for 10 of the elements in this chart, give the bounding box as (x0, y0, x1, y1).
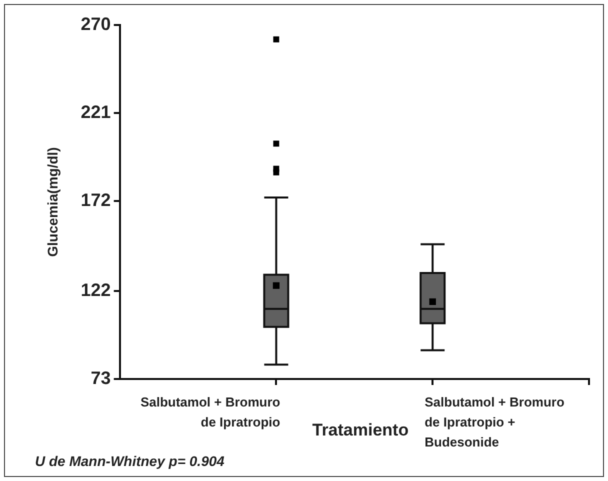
text: U de Mann-Whitney p= 0.904 (35, 453, 224, 469)
y-tick-label: 172 (80, 190, 111, 210)
y-axis-title: Glucemia(mg/dl) (44, 147, 60, 257)
x-axis-title: Tratamiento (312, 420, 409, 440)
x-tick-label: Salbutamol + Bromuro de Ipratropio (140, 394, 280, 430)
y-tick-label: 122 (80, 280, 111, 300)
x-tick-label: Salbutamol + Bromuro de Ipratropio + Budesonide (424, 394, 564, 450)
y-tick-label: 221 (80, 102, 111, 122)
y-tick-label: 270 (80, 14, 111, 34)
y-tick-label: 73 (90, 368, 111, 388)
